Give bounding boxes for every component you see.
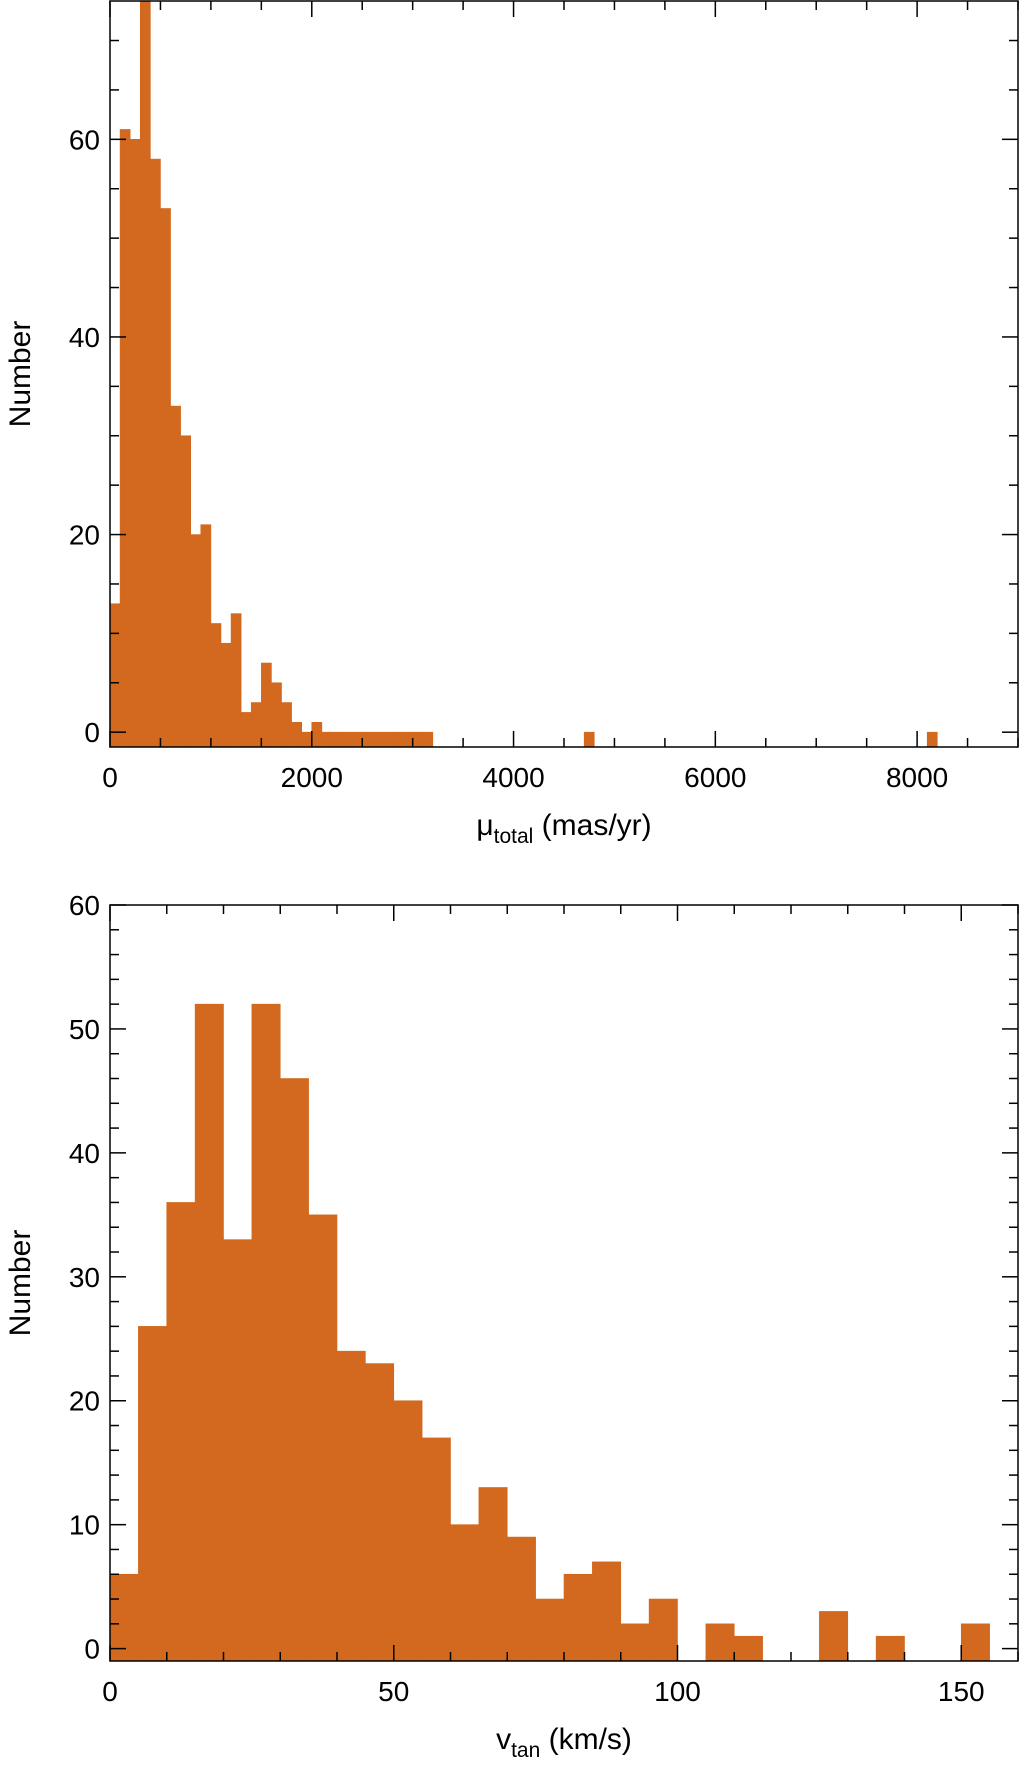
histogram-bar — [166, 1202, 196, 1662]
histogram-bar — [372, 731, 383, 748]
histogram-bar — [321, 731, 333, 748]
histogram-bar — [563, 1573, 593, 1662]
histogram-bar — [180, 435, 192, 748]
histogram-bar — [648, 1598, 678, 1662]
histogram-bar — [230, 613, 242, 748]
histogram-bar — [240, 712, 252, 748]
histogram-bar — [421, 1437, 451, 1662]
y-tick-label: 20 — [69, 1386, 100, 1417]
histogram-bar — [109, 603, 121, 748]
x-tick-label: 2000 — [281, 762, 343, 793]
histogram-bar — [160, 208, 171, 748]
histogram-bar — [535, 1598, 565, 1662]
histogram-bar — [138, 1326, 168, 1662]
x-tick-label: 50 — [378, 1676, 409, 1707]
histogram-bar — [271, 682, 282, 748]
histogram-bar — [291, 721, 302, 748]
histogram-bar — [402, 731, 413, 748]
histogram-bar — [705, 1623, 735, 1662]
histogram-bar — [926, 731, 938, 748]
histogram-bar — [393, 1400, 423, 1662]
histogram-bar — [365, 1363, 395, 1662]
y-tick-label: 10 — [69, 1510, 100, 1541]
histogram-bar — [190, 534, 202, 748]
x-axis-title: μtotal (mas/yr) — [476, 809, 651, 848]
histogram-bar — [341, 731, 353, 748]
y-tick-label: 20 — [69, 520, 100, 551]
tangential-velocity-histogram-svg: 0 50 100 150 0 10 20 30 40 50 60 vtan (km/s) Number — [4, 890, 1019, 1762]
histogram-bar — [336, 1350, 366, 1662]
histogram-bar — [412, 731, 424, 748]
histogram-bar — [170, 405, 181, 748]
y-axis-title: Number — [4, 1230, 37, 1337]
histogram-bar — [422, 731, 434, 748]
histogram-bar — [109, 1573, 139, 1662]
y-tick-label: 50 — [69, 1014, 100, 1045]
histogram-bar — [331, 731, 343, 748]
x-tick-label: 6000 — [684, 762, 746, 793]
histogram-bar — [119, 129, 131, 748]
x-tick-label: 0 — [102, 1676, 118, 1707]
proper-motion-histogram-svg: 0 2000 4000 6000 8000 0 20 40 60 μtotal (mas/yr) N… — [4, 0, 1019, 848]
histogram-bar — [506, 1536, 536, 1662]
y-tick-label: 0 — [84, 1634, 100, 1665]
histogram-bar — [583, 731, 595, 748]
histogram-bar — [261, 662, 272, 748]
y-tick-label: 0 — [84, 717, 100, 748]
histogram-bar — [220, 642, 232, 748]
histogram-bar — [129, 139, 141, 748]
y-tick-label: 60 — [69, 890, 100, 921]
histogram-bar — [733, 1635, 763, 1662]
x-tick-label: 4000 — [482, 762, 544, 793]
y-axis-title: Number — [4, 321, 37, 428]
histogram-bar — [308, 1214, 338, 1662]
histogram-bar — [200, 524, 212, 748]
histogram-bar — [361, 731, 373, 748]
histogram-bar — [301, 731, 313, 748]
histogram-bar — [382, 731, 393, 748]
histogram-bar — [279, 1078, 309, 1662]
histogram-bar — [450, 1524, 480, 1662]
histogram-bar — [478, 1487, 508, 1662]
y-tick-label: 40 — [69, 322, 100, 353]
x-tick-label: 0 — [102, 762, 118, 793]
histogram-bar — [592, 1561, 622, 1662]
histogram-bar — [194, 1003, 224, 1662]
histogram-bar — [150, 158, 161, 748]
y-tick-label: 30 — [69, 1262, 100, 1293]
histogram-bar — [250, 702, 262, 748]
x-axis-title: vtan (km/s) — [496, 1723, 632, 1762]
histogram-bar — [960, 1623, 990, 1662]
histogram-bar — [351, 731, 363, 748]
tangential-velocity-chart: 0 50 100 150 0 10 20 30 40 50 60 vtan (km/s) Number — [0, 880, 1020, 1779]
histogram-bar — [392, 731, 403, 748]
histogram-bar — [620, 1623, 650, 1662]
histogram-bar — [223, 1239, 253, 1662]
plot-frame — [109, 0, 1019, 748]
histogram-bar — [819, 1611, 849, 1662]
histogram-bar — [875, 1635, 905, 1662]
histogram-bar — [251, 1003, 281, 1662]
x-tick-label: 8000 — [886, 762, 948, 793]
y-tick-label: 40 — [69, 1138, 100, 1169]
x-tick-label: 100 — [654, 1676, 701, 1707]
histogram-bar — [210, 623, 222, 748]
histogram-bar — [281, 702, 292, 748]
y-tick-label: 60 — [69, 124, 100, 155]
histogram-bar — [311, 721, 323, 748]
x-tick-label: 150 — [938, 1676, 985, 1707]
histogram-bar — [139, 0, 151, 748]
proper-motion-chart: 0 2000 4000 6000 8000 0 20 40 60 μtotal (mas/yr) N… — [0, 0, 1020, 880]
